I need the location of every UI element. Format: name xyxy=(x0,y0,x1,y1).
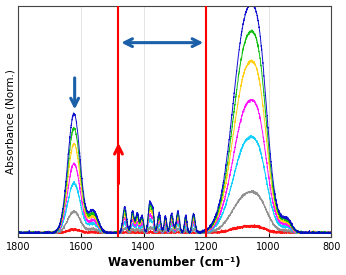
Y-axis label: Absorbance (Norm.): Absorbance (Norm.) xyxy=(6,69,16,174)
X-axis label: Wavenumber (cm⁻¹): Wavenumber (cm⁻¹) xyxy=(109,257,241,269)
